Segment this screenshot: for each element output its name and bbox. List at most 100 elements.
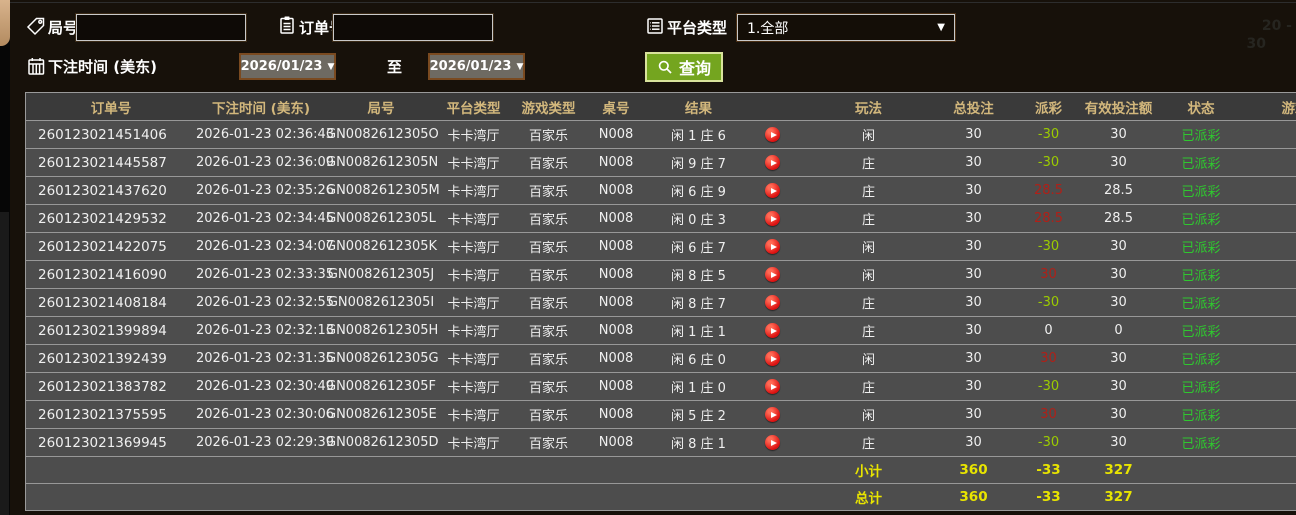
column-header: 订单号 (90, 100, 132, 117)
table-row: 260123021383782 2026-01-23 02:30:49 GN00… (26, 372, 1296, 400)
game-no-cell: - (1241, 379, 1296, 394)
order-id-cell: 260123021416090 (38, 266, 167, 283)
chevron-down-icon: ▼ (937, 22, 945, 33)
round-id-cell: GN0082612305O (326, 127, 439, 142)
column-header: 局号 (367, 100, 395, 117)
replay-button[interactable] (765, 155, 780, 170)
date-to-select[interactable]: 2026/01/23 ▼ (428, 53, 525, 80)
replay-button[interactable] (765, 407, 780, 422)
order-id-input[interactable] (333, 14, 493, 41)
replay-button[interactable] (765, 267, 780, 282)
order-id-cell: 260123021408184 (38, 294, 167, 311)
platform-cell: 卡卡湾厅 (447, 381, 500, 396)
window-edge-segment (0, 212, 9, 515)
bet-time-cell: 2026-01-23 02:36:43 (196, 127, 335, 142)
platform-cell: 卡卡湾厅 (447, 185, 500, 200)
list-icon (645, 16, 665, 36)
chevron-down-icon: ▼ (516, 61, 524, 72)
replay-button[interactable] (765, 127, 780, 142)
valid-bet-cell: 30 (1110, 155, 1127, 170)
payout-cell: 28.5 (1034, 183, 1063, 198)
order-id-cell: 260123021369945 (38, 434, 167, 451)
play-side-cell: 庄 (861, 157, 875, 172)
play-side-cell: 闲 (861, 353, 875, 368)
round-id-cell: GN0082612305K (326, 239, 438, 254)
table-body: 260123021451406 2026-01-23 02:36:43 GN00… (26, 120, 1296, 456)
order-id-cell: 260123021445587 (38, 154, 167, 171)
round-id-label: 局号 (48, 19, 79, 37)
play-icon (770, 411, 777, 418)
play-side-cell: 庄 (861, 381, 875, 396)
column-header: 有效投注额 (1084, 100, 1153, 117)
payout-cell: 30 (1040, 267, 1057, 282)
total-total-bet: 360 (959, 489, 988, 505)
play-side-cell: 庄 (861, 185, 875, 200)
platform-type-label: 平台类型 (667, 19, 728, 37)
payout-cell: 0 (1044, 323, 1053, 338)
game-no-cell: - (1241, 155, 1296, 170)
total-bet-cell: 30 (965, 211, 982, 226)
table-no-cell: N008 (598, 379, 634, 394)
total-payout: -33 (1036, 489, 1061, 505)
result-cell: 闲 9 庄 7 (646, 153, 811, 172)
replay-button[interactable] (765, 351, 780, 366)
order-id-cell: 260123021375595 (38, 406, 167, 423)
bet-time-cell: 2026-01-23 02:33:35 (196, 267, 335, 282)
round-id-cell: GN0082612305M (326, 183, 440, 198)
play-icon (770, 215, 777, 222)
table-no-cell: N008 (598, 239, 634, 254)
game-no-cell: - (1241, 127, 1296, 142)
date-from-value: 2026/01/23 (240, 59, 323, 74)
column-header: 桌号 (602, 100, 630, 117)
date-from-select[interactable]: 2026/01/23 ▼ (239, 53, 336, 80)
valid-bet-cell: 30 (1110, 267, 1127, 282)
result-cell: 闲 8 庄 7 (646, 293, 811, 312)
table-row: 260123021408184 2026-01-23 02:32:55 GN00… (26, 288, 1296, 316)
game-type-cell: 百家乐 (528, 185, 568, 200)
valid-bet-cell: 28.5 (1104, 211, 1133, 226)
table-row: 260123021375595 2026-01-23 02:30:06 GN00… (26, 400, 1296, 428)
valid-bet-cell: 30 (1110, 127, 1127, 142)
total-bet-cell: 30 (965, 127, 982, 142)
result-text: 闲 8 庄 5 (671, 269, 726, 284)
replay-button[interactable] (765, 183, 780, 198)
result-text: 闲 5 庄 2 (671, 409, 726, 424)
platform-cell: 卡卡湾厅 (447, 297, 500, 312)
result-text: 闲 6 庄 9 (671, 185, 726, 200)
round-id-input[interactable] (76, 14, 246, 41)
replay-button[interactable] (765, 435, 780, 450)
game-no-cell: - (1241, 295, 1296, 310)
replay-button[interactable] (765, 211, 780, 226)
subtotal-payout: -33 (1036, 462, 1061, 478)
play-side-cell: 庄 (861, 213, 875, 228)
payout-cell: -30 (1037, 295, 1060, 310)
platform-cell: 卡卡湾厅 (447, 129, 500, 144)
game-no-cell: - (1241, 239, 1296, 254)
replay-button[interactable] (765, 323, 780, 338)
game-type-cell: 百家乐 (528, 297, 568, 312)
payout-cell: -30 (1037, 155, 1060, 170)
table-no-cell: N008 (598, 351, 634, 366)
total-bet-cell: 30 (965, 379, 982, 394)
valid-bet-cell: 0 (1114, 323, 1123, 338)
chevron-down-icon: ▼ (327, 61, 335, 72)
status-cell: 已派彩 (1181, 409, 1221, 424)
table-row: 260123021399894 2026-01-23 02:32:13 GN00… (26, 316, 1296, 344)
table-row: 260123021369945 2026-01-23 02:29:39 GN00… (26, 428, 1296, 456)
replay-button[interactable] (765, 379, 780, 394)
table-no-cell: N008 (598, 183, 634, 198)
game-no-cell: - (1241, 351, 1296, 366)
replay-button[interactable] (765, 295, 780, 310)
table-row: 260123021429532 2026-01-23 02:34:45 GN00… (26, 204, 1296, 232)
result-cell: 闲 6 庄 0 (646, 349, 811, 368)
tag-icon (26, 16, 46, 36)
game-type-cell: 百家乐 (528, 129, 568, 144)
payout-cell: 30 (1040, 407, 1057, 422)
table-row: 260123021422075 2026-01-23 02:34:07 GN00… (26, 232, 1296, 260)
platform-type-select[interactable]: 1.全部 ▼ (737, 14, 955, 41)
search-button[interactable]: 查询 (645, 52, 724, 82)
replay-button[interactable] (765, 239, 780, 254)
status-cell: 已派彩 (1181, 129, 1221, 144)
total-bet-cell: 30 (965, 407, 982, 422)
table-no-cell: N008 (598, 407, 634, 422)
